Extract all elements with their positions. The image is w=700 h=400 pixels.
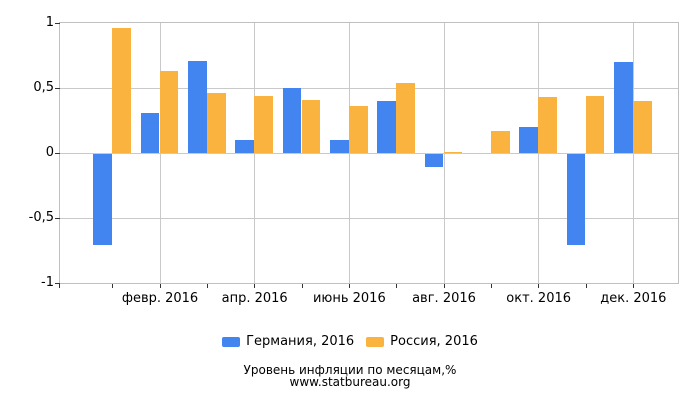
x-axis-tick [632, 284, 634, 288]
bar-germany-month-12 [614, 62, 633, 153]
y-axis-label: 0 [45, 145, 54, 160]
x-axis-tick [301, 284, 303, 288]
legend-item-russia: Россия, 2016 [366, 334, 478, 349]
legend-swatch-germany [222, 336, 241, 347]
y-axis-tick [55, 217, 60, 219]
chart-legend: Германия, 2016 Россия, 2016 [0, 334, 700, 349]
x-axis-tick [112, 284, 114, 288]
y-axis-label: 1 [45, 15, 54, 30]
x-axis-tick [159, 284, 161, 288]
chart-footer: Уровень инфляции по месяцам,% www.statbu… [0, 364, 700, 388]
gridline-y-0 [60, 152, 678, 154]
x-axis-tick [585, 284, 587, 288]
legend-label-russia: Россия, 2016 [390, 334, 478, 349]
x-axis-label: дек. 2016 [600, 291, 667, 306]
gridline-x [538, 23, 540, 283]
x-axis-tick [443, 284, 445, 288]
bar-russia-month-1 [112, 28, 131, 153]
x-axis-label: авг. 2016 [412, 291, 476, 306]
x-axis-corner-tick [59, 284, 60, 288]
y-axis-label: -0,5 [28, 210, 54, 225]
bar-germany-month-6 [330, 140, 349, 153]
bar-russia-month-9 [491, 130, 510, 153]
y-axis-label: 0,5 [33, 80, 54, 95]
x-axis-tick [490, 284, 492, 288]
bar-germany-month-5 [282, 88, 302, 153]
y-axis-tick [55, 282, 60, 284]
x-axis-tick [348, 284, 350, 288]
gridline-y-0,5 [60, 87, 678, 89]
bar-russia-month-6 [349, 106, 368, 153]
bar-germany-month-11 [566, 154, 586, 245]
x-axis-label: февр. 2016 [121, 291, 199, 306]
x-axis-tick [396, 284, 398, 288]
bar-russia-month-10 [538, 97, 557, 153]
bar-russia-month-2 [159, 71, 179, 153]
bar-germany-month-4 [235, 140, 254, 153]
x-axis-tick [254, 284, 256, 288]
legend-swatch-russia [366, 336, 385, 347]
gridline-x [348, 23, 350, 283]
bar-germany-month-2 [140, 112, 160, 153]
bar-russia-month-11 [585, 95, 605, 153]
bar-russia-month-12 [633, 101, 652, 153]
chart-source: www.statbureau.org [289, 375, 411, 389]
bar-russia-month-5 [301, 99, 321, 153]
x-axis-label: апр. 2016 [221, 291, 288, 306]
x-axis-label: окт. 2016 [506, 291, 572, 306]
x-axis-tick [206, 284, 208, 288]
y-axis-label: -1 [41, 275, 54, 290]
chart-caption: Уровень инфляции по месяцам,% [243, 363, 457, 377]
legend-item-germany: Германия, 2016 [222, 334, 354, 349]
bar-russia-month-4 [254, 95, 273, 153]
y-axis-tick [55, 22, 60, 24]
gridline-y--0,5 [60, 217, 678, 219]
gridline-x [159, 23, 161, 283]
y-axis-tick [55, 87, 60, 89]
plot-area [55, 22, 679, 288]
gridline-x [443, 23, 445, 283]
bar-germany-month-3 [188, 60, 207, 153]
x-axis-label: июнь 2016 [312, 291, 386, 306]
x-axis-tick [538, 284, 540, 288]
gridline-x [632, 23, 634, 283]
bar-russia-month-8 [443, 151, 463, 153]
legend-label-germany: Германия, 2016 [246, 334, 355, 349]
y-axis-tick [55, 152, 60, 154]
bar-russia-month-7 [396, 82, 415, 153]
bar-germany-month-1 [93, 154, 112, 245]
gridline-x [254, 23, 256, 283]
bar-russia-month-3 [207, 93, 226, 153]
bar-germany-month-10 [519, 127, 538, 153]
bar-germany-month-8 [424, 154, 444, 167]
bar-germany-month-7 [377, 101, 396, 153]
